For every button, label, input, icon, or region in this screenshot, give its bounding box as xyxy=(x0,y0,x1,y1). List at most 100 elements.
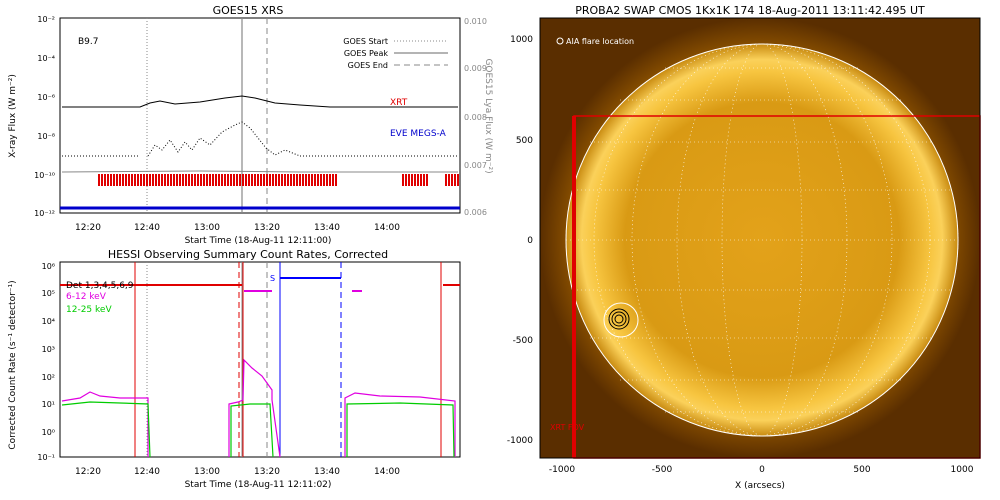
hessi-legend-low: 6-12 keV xyxy=(66,292,107,302)
goes-xtick-5: 13:40 xyxy=(314,223,340,233)
swap-ytick-1: 1000 xyxy=(510,35,533,45)
xrt-bar xyxy=(245,174,247,186)
legend-goes-start: GOES Start xyxy=(343,37,388,46)
xrt-bar xyxy=(448,174,450,186)
xrt-bar xyxy=(299,174,301,186)
xrt-bar xyxy=(263,174,265,186)
swap-panel: PROBA2 SWAP CMOS 1Kx1K 174 18-Aug-2011 1… xyxy=(507,4,981,491)
xrt-bar xyxy=(230,174,232,186)
xrt-bar xyxy=(248,174,250,186)
xrt-bar xyxy=(125,174,127,186)
hessi-s-label: S xyxy=(270,274,275,283)
xrt-bar xyxy=(275,174,277,186)
xrt-bar xyxy=(122,174,124,186)
hessi-ytick-5: 10² xyxy=(42,373,55,382)
swap-ytick-5: -1000 xyxy=(507,436,533,446)
goes-xtick-3: 13:00 xyxy=(194,223,220,233)
xrt-bar xyxy=(191,174,193,186)
flare-circle xyxy=(603,302,639,338)
xrt-bar xyxy=(173,174,175,186)
goes-legend: GOES Start GOES Peak GOES End xyxy=(343,37,448,70)
xrt-bar xyxy=(107,174,109,186)
xrt-bar xyxy=(188,174,190,186)
xrt-bar xyxy=(119,174,121,186)
goes-xlabel: Start Time (18-Aug-11 12:11:00) xyxy=(185,236,332,246)
goes-xtick-6: 14:00 xyxy=(374,223,400,233)
xrt-bar xyxy=(149,174,151,186)
hessi-lowE-seg1 xyxy=(61,391,149,457)
xrt-bar xyxy=(408,174,410,186)
xrt-bar xyxy=(146,174,148,186)
xrt-bar xyxy=(167,174,169,186)
aia-legend-icon xyxy=(556,37,564,45)
xrt-bar xyxy=(405,174,407,186)
hessi-x-ticks: 12:20 12:40 13:00 13:20 13:40 14:00 xyxy=(75,467,400,477)
xrt-bar xyxy=(284,174,286,186)
goes-short-flare xyxy=(147,121,301,157)
xrt-bar xyxy=(227,174,229,186)
xrt-bar xyxy=(209,174,211,186)
flare-contour-3 xyxy=(614,314,624,324)
xrt-bar xyxy=(311,174,313,186)
xrt-bar xyxy=(185,174,187,186)
xrt-bar xyxy=(152,174,154,186)
xrt-bar xyxy=(302,174,304,186)
aia-flare-marker xyxy=(603,302,639,338)
xrt-bar xyxy=(414,174,416,186)
xrt-bar xyxy=(411,174,413,186)
goes-ytick-1: 10⁻² xyxy=(37,15,55,24)
xrt-bar xyxy=(290,174,292,186)
goes-ytick-6: 10⁻¹² xyxy=(34,209,55,218)
xrt-bar xyxy=(457,174,459,186)
goes-ylabel-left: X-ray Flux (W m⁻²) xyxy=(8,74,18,158)
xrt-bar xyxy=(269,174,271,186)
goes-frame xyxy=(59,17,461,214)
xrt-bar xyxy=(128,174,130,186)
hessi-legend-high: 12-25 keV xyxy=(66,305,112,315)
goes-title: GOES15 XRS xyxy=(213,4,284,17)
xrt-bar xyxy=(402,174,404,186)
xrt-bar xyxy=(206,174,208,186)
xrt-bar xyxy=(179,174,181,186)
xrt-bar xyxy=(305,174,307,186)
swap-y-ticks: 1000 500 0 -500 -1000 xyxy=(507,35,533,446)
swap-frame xyxy=(539,17,981,459)
xrt-bars xyxy=(98,174,459,186)
xrt-bar xyxy=(236,174,238,186)
legend-goes-peak: GOES Peak xyxy=(344,49,389,58)
xrt-label: XRT xyxy=(390,98,408,108)
hessi-highE-seg1 xyxy=(61,401,151,458)
hessi-ytick-7: 10⁰ xyxy=(42,428,55,437)
goes-xtick-4: 13:20 xyxy=(254,223,280,233)
hessi-legend-det: Det 1,3,4,5,6,9 xyxy=(66,281,134,291)
hessi-highE-seg3 xyxy=(346,402,455,458)
swap-ytick-3: 0 xyxy=(527,236,533,246)
goes-ylabel-right: GOES15 Lya Flux (W m⁻²) xyxy=(483,58,493,173)
goes-class-label: B9.7 xyxy=(78,37,99,47)
xrt-bar xyxy=(239,174,241,186)
hessi-ytick-6: 10¹ xyxy=(42,400,55,409)
goes-ytick-2: 10⁻⁴ xyxy=(37,54,55,63)
xrt-bar xyxy=(233,174,235,186)
hessi-frame xyxy=(59,261,461,458)
xrt-bar xyxy=(224,174,226,186)
xrt-bar xyxy=(260,174,262,186)
xrt-bar xyxy=(272,174,274,186)
xrt-bar xyxy=(212,174,214,186)
swap-ytick-2: 500 xyxy=(516,136,533,146)
xrt-bar xyxy=(420,174,422,186)
xrt-bar xyxy=(140,174,142,186)
hessi-ytick-1: 10⁶ xyxy=(42,262,55,271)
xrt-bar xyxy=(104,174,106,186)
flare-contour-1 xyxy=(608,308,630,330)
xrt-bar xyxy=(221,174,223,186)
xrt-bar xyxy=(335,174,337,186)
xrt-bar xyxy=(257,174,259,186)
hessi-ytick-3: 10⁴ xyxy=(42,317,55,326)
xrt-bar xyxy=(317,174,319,186)
xrt-bar xyxy=(194,174,196,186)
xrt-bar xyxy=(445,174,447,186)
xrt-bar xyxy=(242,174,244,186)
xrt-bar xyxy=(182,174,184,186)
xrt-bar xyxy=(158,174,160,186)
